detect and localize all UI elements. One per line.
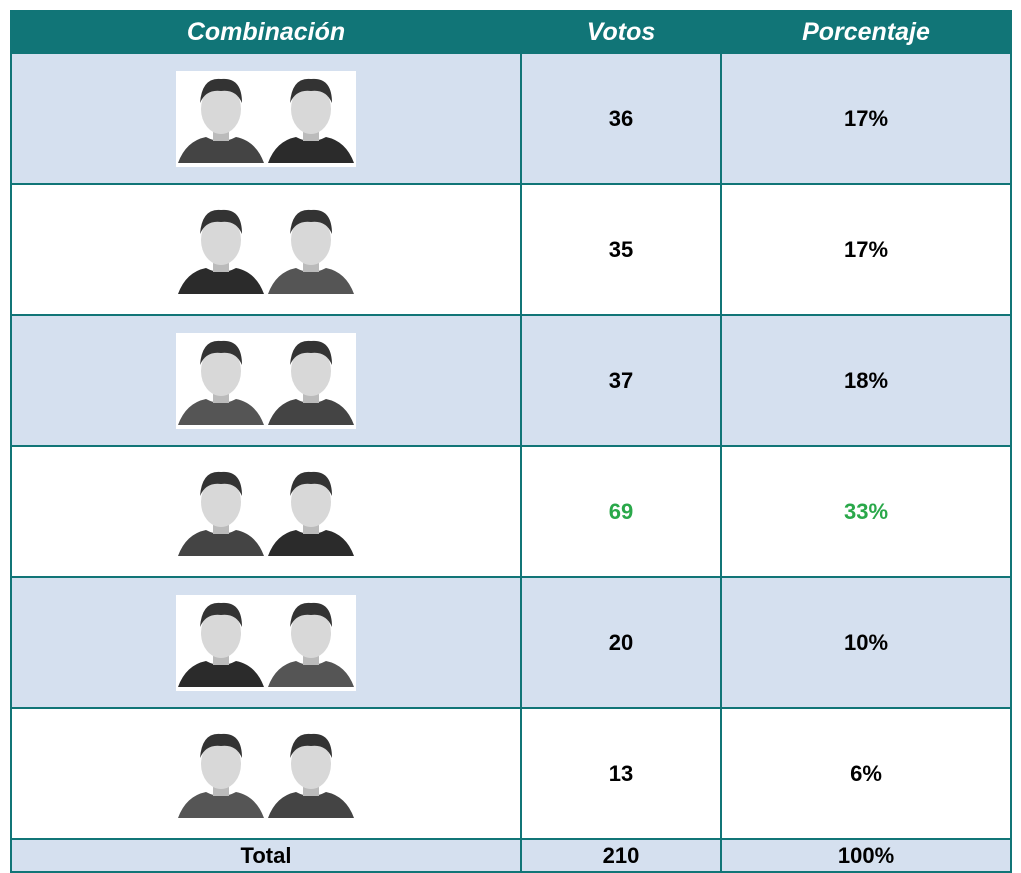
percent-cell: 10% bbox=[720, 576, 1012, 709]
combination-cell bbox=[10, 52, 522, 185]
total-percent: 100% bbox=[720, 838, 1012, 873]
header-cell: Combinación bbox=[10, 10, 522, 54]
votes-cell: 13 bbox=[520, 707, 722, 840]
votes-cell: 36 bbox=[520, 52, 722, 185]
data-row: 36 17% bbox=[10, 52, 1012, 185]
data-row: 37 18% bbox=[10, 314, 1012, 447]
total-label: Total bbox=[10, 838, 522, 873]
total-row: Total 210 100% bbox=[10, 838, 1012, 873]
portraits bbox=[176, 332, 356, 429]
combination-cell bbox=[10, 314, 522, 447]
header-row: Combinación Votos Porcentaje bbox=[10, 10, 1012, 54]
data-row: 13 6% bbox=[10, 707, 1012, 840]
data-row: 69 33% bbox=[10, 445, 1012, 578]
percent-cell: 17% bbox=[720, 183, 1012, 316]
portraits bbox=[176, 463, 356, 560]
percent-cell: 17% bbox=[720, 52, 1012, 185]
page: Combinación Votos Porcentaje 36 17% 35 17% bbox=[10, 10, 1012, 873]
votes-cell: 35 bbox=[520, 183, 722, 316]
percent-cell: 18% bbox=[720, 314, 1012, 447]
combination-cell bbox=[10, 707, 522, 840]
header-cell: Porcentaje bbox=[720, 10, 1012, 54]
combination-cell bbox=[10, 183, 522, 316]
data-row: 20 10% bbox=[10, 576, 1012, 709]
data-row: 35 17% bbox=[10, 183, 1012, 316]
header-cell: Votos bbox=[520, 10, 722, 54]
total-votes: 210 bbox=[520, 838, 722, 873]
portraits bbox=[176, 70, 356, 167]
percent-cell: 33% bbox=[720, 445, 1012, 578]
votes-cell: 37 bbox=[520, 314, 722, 447]
combination-cell bbox=[10, 445, 522, 578]
votes-cell: 20 bbox=[520, 576, 722, 709]
portraits bbox=[176, 594, 356, 691]
portraits bbox=[176, 201, 356, 298]
portraits bbox=[176, 725, 356, 822]
table-body: 36 17% 35 17% 37 18% 69 33% bbox=[10, 52, 1012, 840]
percent-cell: 6% bbox=[720, 707, 1012, 840]
combination-cell bbox=[10, 576, 522, 709]
results-table: Combinación Votos Porcentaje 36 17% 35 17% bbox=[10, 10, 1012, 873]
votes-cell: 69 bbox=[520, 445, 722, 578]
